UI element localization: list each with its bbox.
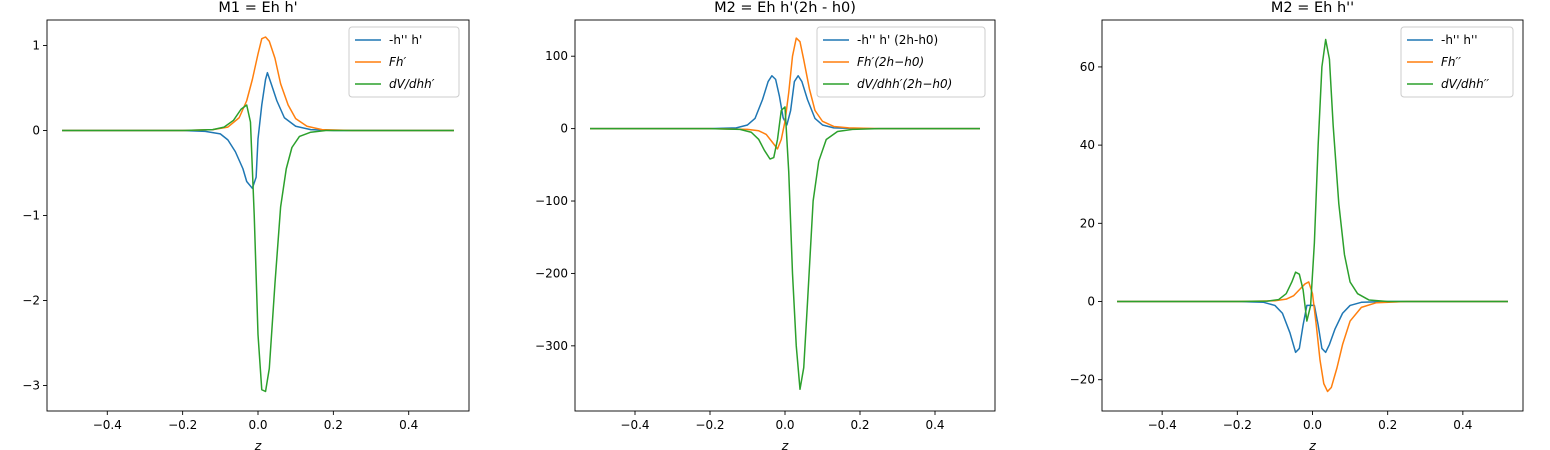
legend-label-2: Fh′(2h−h0) [857,55,924,69]
legend-label-3: dV/dhh′ [389,77,435,91]
x-tick-label: −0.4 [93,418,122,432]
x-tick-label: 0.2 [850,418,869,432]
y-tick-label: 0 [560,122,568,136]
legend-box [816,26,986,98]
x-tick-label: 0.0 [1303,418,1322,432]
y-tick-label: 0 [1087,295,1095,309]
x-tick-label: 0.0 [775,418,794,432]
legend-label-2: Fh′′ [1441,55,1461,69]
x-tick-label: −0.4 [620,418,649,432]
y-tick-label: −3 [22,379,40,393]
y-tick-label: 1 [32,39,40,53]
chart-panel-3: −0.4 −0.2 0.0 0.2 0.4 −20 0 20 40 60 M2 = Eh h'' z -… [1070,0,1524,450]
x-tick-label: −0.2 [1223,418,1252,432]
x-axis-label: z [1308,438,1316,450]
legend: -h'' h'' Fh′′ dV/dhh′′ [1400,26,1514,98]
series-line-3 [590,106,980,391]
x-tick-label: 0.2 [324,418,343,432]
x-axis-label: z [254,438,262,450]
y-tick-label: −200 [535,266,568,280]
y-tick-label: −100 [535,194,568,208]
y-tick-label: −20 [1070,373,1095,387]
x-tick-label: 0.0 [248,418,267,432]
x-tick-label: −0.2 [695,418,724,432]
x-tick-label: 0.4 [925,418,944,432]
y-tick-label: 0 [32,124,40,138]
legend-label-1: -h'' h' [389,33,422,47]
y-tick-label: 40 [1080,138,1095,152]
chart-title: M2 = Eh h'(2h - h0) [714,0,856,16]
y-tick-label: 100 [545,49,568,63]
legend-label-3: dV/dhh′′ [1441,77,1489,91]
x-tick-label: −0.2 [168,418,197,432]
legend-label-1: -h'' h' (2h-h0) [857,33,938,47]
x-tick-label: 0.4 [399,418,418,432]
chart-title: M2 = Eh h'' [1271,0,1354,16]
x-tick-label: 0.4 [1453,418,1472,432]
y-tick-label: −2 [22,294,40,308]
legend-label-3: dV/dhh′(2h−h0) [857,77,952,91]
chart-panel-2: −0.4 −0.2 0.0 0.2 0.4 −300 −200 −100 0 100 M2 = Eh… [535,0,996,450]
legend: -h'' h' Fh′ dV/dhh′ [348,26,460,98]
y-tick-label: −1 [22,209,40,223]
series-line-2 [62,36,454,132]
series-line-3 [62,104,454,393]
legend: -h'' h' (2h-h0) Fh′(2h−h0) dV/dhh′(2h−h0) [816,26,986,98]
series-line-3 [1117,38,1508,322]
chart-title: M1 = Eh h' [218,0,297,16]
x-axis-label: z [781,438,789,450]
y-tick-label: −300 [535,339,568,353]
legend-box [1400,26,1514,98]
x-tick-label: −0.4 [1148,418,1177,432]
legend-label-2: Fh′ [389,55,407,69]
legend-label-1: -h'' h'' [1441,33,1478,47]
chart-panel-1: −0.4 −0.2 0.0 0.2 0.4 −3 −2 −1 0 1 M1 = Eh h' z -h''… [22,0,470,450]
series-line-1 [62,71,454,190]
y-tick-label: 20 [1080,216,1095,230]
series-line-2 [590,37,980,150]
legend-box [348,26,460,98]
series-line-2 [1117,281,1508,393]
series-line-1 [1117,300,1508,354]
x-tick-label: 0.2 [1378,418,1397,432]
y-tick-label: 60 [1080,60,1095,74]
